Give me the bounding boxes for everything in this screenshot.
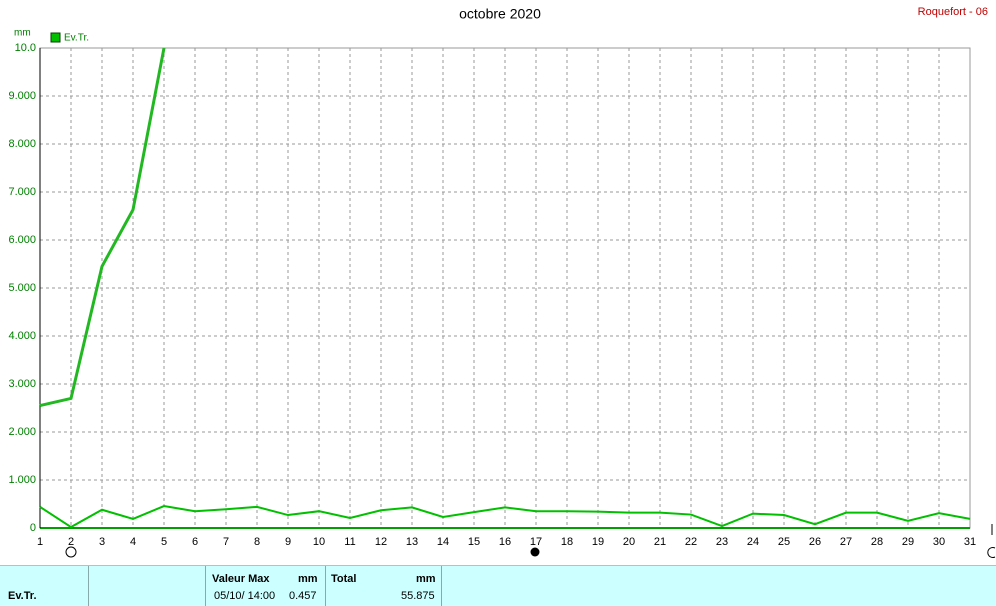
legend-label: Ev.Tr. <box>64 33 89 44</box>
max-label: Valeur Max <box>212 573 270 585</box>
series-line <box>39 47 166 408</box>
max-value: 0.457 <box>289 590 317 602</box>
x-tick-label: 20 <box>623 536 635 548</box>
x-tick-label: 14 <box>437 536 449 548</box>
y-tick-label: 10.0 <box>15 42 36 54</box>
y-tick-label: 5.000 <box>8 282 36 294</box>
x-tick-label: 17 <box>530 536 542 548</box>
total-value: 55.875 <box>401 590 435 602</box>
y-tick-label: 8.000 <box>8 138 36 150</box>
x-tick-label: 23 <box>716 536 728 548</box>
y-tick-label: 6.000 <box>8 234 36 246</box>
max-date: 05/10/ 14:00 <box>214 590 276 602</box>
x-tick-label: 27 <box>840 536 852 548</box>
x-tick-label: 6 <box>192 536 198 548</box>
x-tick-label: 28 <box>871 536 883 548</box>
total-label: Total <box>331 573 357 585</box>
x-tick-label: 18 <box>561 536 573 548</box>
x-tick-label: 12 <box>375 536 387 548</box>
y-tick-label: 0 <box>30 522 36 534</box>
chart: octobre 2020 Roquefort - 06 mm 0 1.000 2.0… <box>8 6 996 558</box>
x-tick-label: 11 <box>344 536 355 548</box>
y-tick-label: 9.000 <box>8 90 36 102</box>
x-tick-label: 13 <box>406 536 418 548</box>
legend-swatch <box>50 32 61 43</box>
x-tick-label: 21 <box>654 536 666 548</box>
y-tick-label: 7.000 <box>8 186 36 198</box>
x-tick-label: 5 <box>161 536 167 548</box>
x-tick-label: 9 <box>285 536 291 548</box>
station: Roquefort - 06 <box>918 6 988 18</box>
y-tick-label: 4.000 <box>8 330 36 342</box>
x-tick-label: 26 <box>809 536 821 548</box>
x-tick-label: 4 <box>130 536 136 548</box>
x-tick-label: 1 <box>37 536 43 548</box>
x-tick-label: 25 <box>778 536 790 548</box>
y-tick-label: 1.000 <box>8 474 36 486</box>
x-tick-label: 15 <box>468 536 480 548</box>
y-tick-label: 3.000 <box>8 378 36 390</box>
chart-title: octobre 2020 <box>459 6 541 22</box>
x-tick-label: 30 <box>933 536 945 548</box>
moon-new <box>530 547 540 557</box>
x-tick-label: 8 <box>254 536 260 548</box>
moon-full <box>65 546 77 558</box>
x-tick-label: 19 <box>592 536 604 548</box>
empty-cell <box>89 566 206 606</box>
x-tick-label: 3 <box>99 536 105 548</box>
x-tick-label: 16 <box>499 536 511 548</box>
x-tick-label: 10 <box>313 536 325 548</box>
x-tick-label: 24 <box>747 536 759 548</box>
x-tick-label: 7 <box>223 536 229 548</box>
moon-quarter <box>987 547 996 558</box>
row-cell: Ev.Tr. <box>0 566 89 606</box>
max-unit: mm <box>298 573 318 585</box>
total-unit: mm <box>416 573 436 585</box>
x-tick-label: 22 <box>685 536 697 548</box>
series-line <box>39 505 971 529</box>
y-tick-label: 2.000 <box>8 426 36 438</box>
total-cell: Total mm 55.875 <box>326 566 442 606</box>
x-tick-label: 29 <box>902 536 914 548</box>
summary-panel: Ev.Tr. Valeur Max mm 05/10/ 14:00 0.457 … <box>0 565 996 606</box>
x-tick-label: 2 <box>68 536 74 548</box>
max-cell: Valeur Max mm 05/10/ 14:00 0.457 <box>206 566 326 606</box>
x-tick-label: 31 <box>964 536 976 548</box>
y-axis-label: mm <box>14 28 31 39</box>
row-label: Ev.Tr. <box>8 590 37 602</box>
